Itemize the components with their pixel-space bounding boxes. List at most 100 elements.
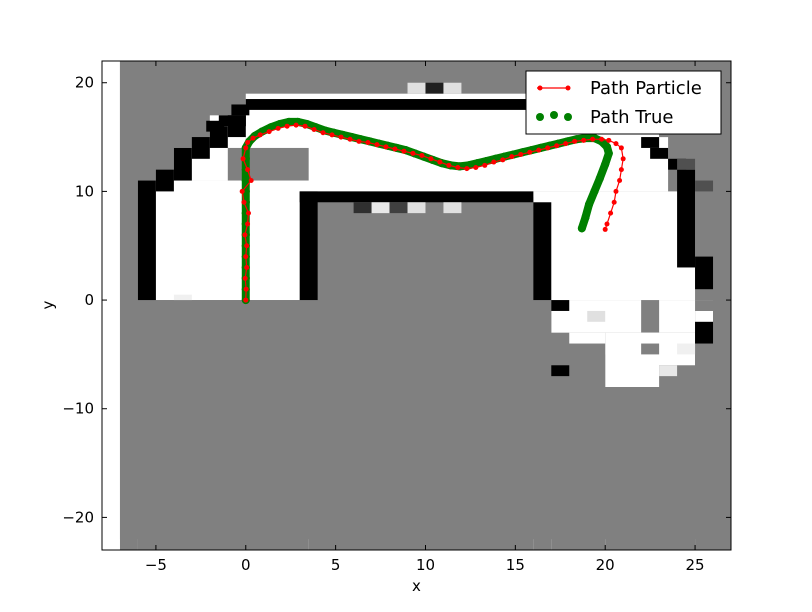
path-particle-point xyxy=(243,145,249,151)
map-speckle-cell xyxy=(695,310,714,322)
path-particle-point xyxy=(611,199,617,205)
map-speckle-cell xyxy=(407,202,426,214)
map-wall-cell xyxy=(245,99,534,110)
path-particle-point xyxy=(473,164,479,170)
y-tick-label: 0 xyxy=(84,291,94,309)
path-particle-point xyxy=(545,145,551,151)
path-particle-point xyxy=(320,130,326,136)
map-obstacle-block xyxy=(695,321,731,550)
map-speckle-cell xyxy=(425,82,444,94)
map-speckle-cell xyxy=(695,180,714,192)
map-obstacle-block xyxy=(173,61,210,116)
map-speckle-cell xyxy=(659,365,678,377)
path-particle-point xyxy=(608,210,614,216)
path-particle-point xyxy=(374,142,380,148)
path-particle-point xyxy=(383,144,389,150)
path-particle-point xyxy=(241,199,247,205)
path-particle-point xyxy=(401,148,407,154)
map-obstacle-block xyxy=(137,300,309,550)
legend-particle-marker-right xyxy=(565,85,571,91)
map-wall-cell xyxy=(137,180,156,301)
map-wall-cell xyxy=(206,120,225,132)
map-wall-cell xyxy=(173,147,192,181)
path-particle-point xyxy=(329,132,335,138)
path-particle-point xyxy=(245,140,251,145)
path-particle-point xyxy=(464,166,470,172)
x-tick-label: −5 xyxy=(145,556,167,574)
map-obstacle-block xyxy=(641,343,660,355)
path-particle-point xyxy=(347,136,353,142)
axis-ticks: −5 0 5 10 15 20 25 −20 −10 0 10 20 xyxy=(62,61,731,574)
map-wall-cell xyxy=(533,202,552,301)
y-tick-label: −20 xyxy=(62,508,94,526)
path-particle-point xyxy=(365,140,371,145)
map-obstacle-block xyxy=(551,343,606,550)
x-tick-label: 25 xyxy=(686,556,705,574)
map-wall-cell xyxy=(650,147,669,159)
map-speckle-cell xyxy=(443,202,462,214)
path-particle-point xyxy=(509,154,515,160)
legend-entry-true: Path True xyxy=(536,107,674,128)
map-speckle-cell xyxy=(353,202,372,214)
legend-true-marker-3 xyxy=(564,113,572,121)
path-particle-point xyxy=(245,210,251,216)
map-wall-cell xyxy=(299,191,318,301)
map-obstacle-block xyxy=(533,300,552,550)
path-particle-point xyxy=(536,147,542,153)
path-particle-point xyxy=(392,146,398,152)
y-tick-label: −10 xyxy=(62,400,94,418)
legend-entry-particle: Path Particle xyxy=(537,78,702,99)
path-particle-point xyxy=(302,123,308,129)
path-particle-point xyxy=(455,164,461,170)
path-particle-point xyxy=(244,264,250,270)
legend-label-true: Path True xyxy=(590,107,674,128)
path-particle-point xyxy=(604,221,610,227)
path-particle-point xyxy=(245,221,251,227)
path-particle-point xyxy=(239,188,245,194)
path-particle-point xyxy=(275,125,281,131)
path-particle-point xyxy=(500,157,506,163)
path-particle-point xyxy=(248,178,254,184)
path-particle-point xyxy=(590,136,596,142)
x-tick-label: 0 xyxy=(241,556,251,574)
path-particle-point xyxy=(243,254,249,260)
path-particle-point xyxy=(311,126,317,132)
path-particle-point xyxy=(554,143,560,149)
path-particle-point xyxy=(602,226,608,232)
map-speckle-cell xyxy=(389,202,408,214)
path-particle-point xyxy=(284,123,290,129)
legend-box xyxy=(525,70,722,135)
map-wall-cell xyxy=(677,169,696,268)
map-free-cell xyxy=(137,180,318,301)
path-particle-point xyxy=(613,141,619,147)
legend: Path Particle Path True xyxy=(525,70,722,135)
map-obstacle-block xyxy=(119,61,138,181)
path-particle-point xyxy=(446,162,452,168)
path-particle-point xyxy=(599,136,605,142)
path-particle-point xyxy=(266,129,272,135)
y-tick-label: 20 xyxy=(75,74,94,92)
path-particle-point xyxy=(338,134,344,140)
path-particle-point xyxy=(242,232,248,238)
path-particle-point xyxy=(563,141,569,147)
map-speckle-cell xyxy=(443,82,462,94)
x-tick-label: 10 xyxy=(416,556,435,574)
path-particle-point xyxy=(250,135,256,141)
path-particle-point xyxy=(244,243,250,249)
path-particle-point xyxy=(243,297,249,303)
map-obstacle-block xyxy=(605,387,696,550)
map-obstacle-block xyxy=(308,196,534,551)
map-wall-cell xyxy=(218,115,246,127)
path-particle-point xyxy=(257,132,263,138)
map-obstacle-block xyxy=(119,61,138,550)
x-tick-label: 5 xyxy=(331,556,341,574)
plot-series xyxy=(239,117,626,305)
path-particle-point xyxy=(419,153,425,159)
path-particle-point xyxy=(243,286,249,292)
y-tick-label: 10 xyxy=(75,182,94,200)
map-speckle-cell xyxy=(623,365,642,377)
path-particle-point xyxy=(245,167,251,173)
path-particle-point xyxy=(527,149,533,155)
path-particle-point xyxy=(410,150,416,156)
